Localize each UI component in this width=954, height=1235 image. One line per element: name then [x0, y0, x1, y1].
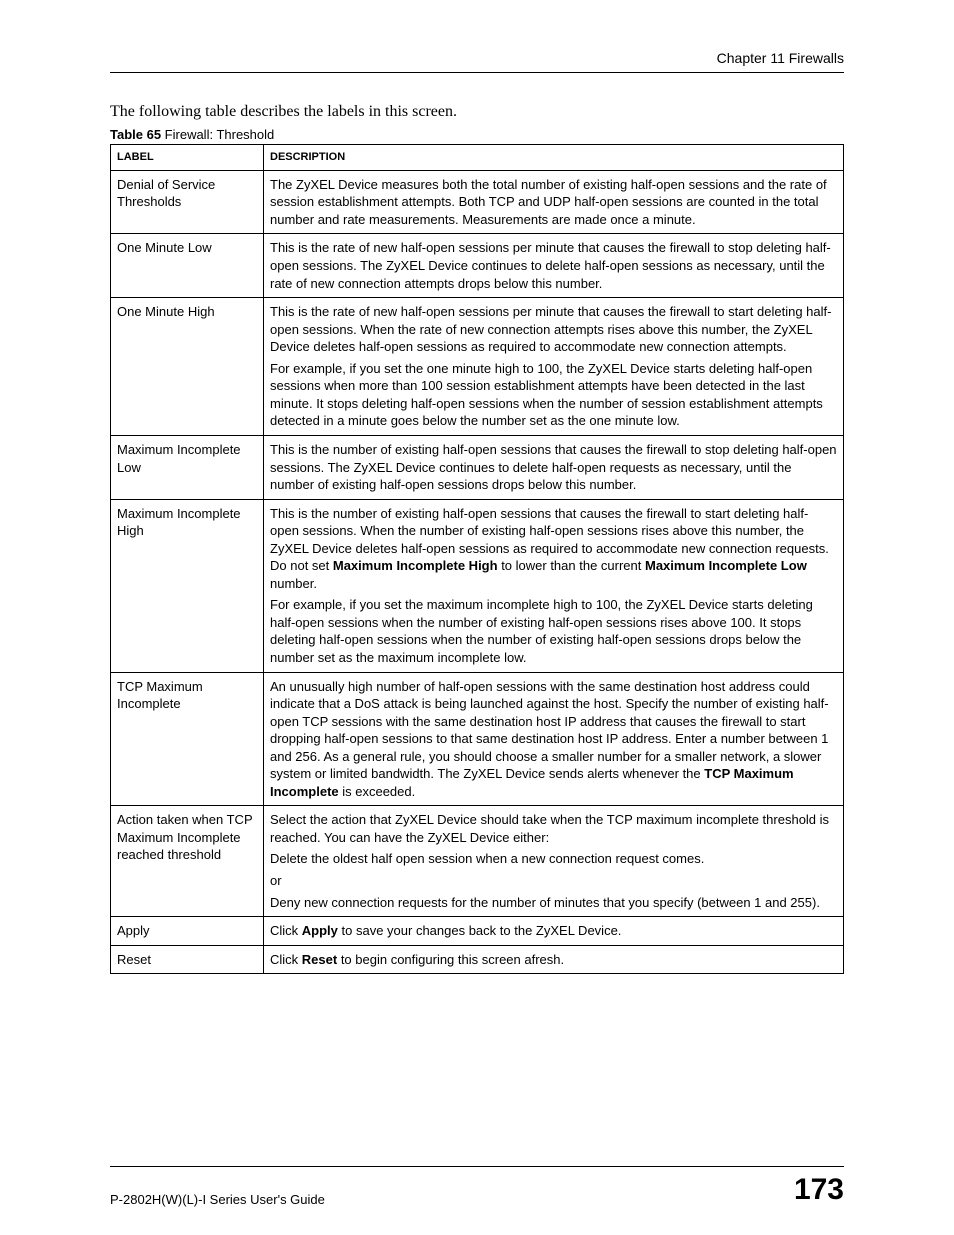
description-text: or — [270, 872, 837, 890]
table-row: Reset Click Reset to begin configuring t… — [111, 945, 844, 974]
row-description: The ZyXEL Device measures both the total… — [264, 170, 844, 234]
row-description: This is the rate of new half-open sessio… — [264, 298, 844, 436]
description-text: The ZyXEL Device measures both the total… — [270, 176, 837, 229]
table-row: One Minute High This is the rate of new … — [111, 298, 844, 436]
footer-page-number: 173 — [794, 1173, 844, 1207]
row-description: This is the rate of new half-open sessio… — [264, 234, 844, 298]
footer-guide-name: P-2802H(W)(L)-I Series User's Guide — [110, 1192, 325, 1207]
table-row: One Minute Low This is the rate of new h… — [111, 234, 844, 298]
text-segment: Click — [270, 952, 302, 967]
text-segment: Click — [270, 923, 302, 938]
bold-term: Reset — [302, 952, 337, 967]
row-label: TCP Maximum Incomplete — [111, 672, 264, 806]
description-text: This is the number of existing half-open… — [270, 505, 837, 593]
firewall-threshold-table: LABEL DESCRIPTION Denial of Service Thre… — [110, 144, 844, 974]
header-label: LABEL — [111, 145, 264, 171]
table-row: TCP Maximum Incomplete An unusually high… — [111, 672, 844, 806]
text-segment: to begin configuring this screen afresh. — [337, 952, 564, 967]
row-description: An unusually high number of half-open se… — [264, 672, 844, 806]
description-text: An unusually high number of half-open se… — [270, 678, 837, 801]
row-description: Click Reset to begin configuring this sc… — [264, 945, 844, 974]
intro-paragraph: The following table describes the labels… — [110, 103, 844, 121]
table-title: Firewall: Threshold — [161, 127, 274, 142]
text-segment: number. — [270, 576, 317, 591]
row-label: Reset — [111, 945, 264, 974]
row-label: Maximum Incomplete Low — [111, 435, 264, 499]
header-description: DESCRIPTION — [264, 145, 844, 171]
row-label: Denial of Service Thresholds — [111, 170, 264, 234]
description-text: For example, if you set the one minute h… — [270, 360, 837, 430]
table-row: Apply Click Apply to save your changes b… — [111, 917, 844, 946]
row-label: Apply — [111, 917, 264, 946]
table-row: Denial of Service Thresholds The ZyXEL D… — [111, 170, 844, 234]
description-text: This is the number of existing half-open… — [270, 441, 837, 494]
row-description: This is the number of existing half-open… — [264, 435, 844, 499]
table-row: Maximum Incomplete High This is the numb… — [111, 499, 844, 672]
description-text: Click Apply to save your changes back to… — [270, 922, 837, 940]
table-row: Maximum Incomplete Low This is the numbe… — [111, 435, 844, 499]
bold-term: Apply — [302, 923, 338, 938]
row-description: This is the number of existing half-open… — [264, 499, 844, 672]
description-text: For example, if you set the maximum inco… — [270, 596, 837, 666]
row-label: Action taken when TCP Maximum Incomplete… — [111, 806, 264, 917]
chapter-title: Chapter 11 Firewalls — [110, 50, 844, 66]
row-description: Click Apply to save your changes back to… — [264, 917, 844, 946]
description-text: Delete the oldest half open session when… — [270, 850, 837, 868]
table-header-row: LABEL DESCRIPTION — [111, 145, 844, 171]
text-segment: to lower than the current — [498, 558, 645, 573]
row-description: Select the action that ZyXEL Device shou… — [264, 806, 844, 917]
description-text: Select the action that ZyXEL Device shou… — [270, 811, 837, 846]
document-page: Chapter 11 Firewalls The following table… — [0, 0, 954, 1235]
page-header: Chapter 11 Firewalls — [110, 50, 844, 73]
description-text: Deny new connection requests for the num… — [270, 894, 837, 912]
bold-term: Maximum Incomplete Low — [645, 558, 807, 573]
row-label: One Minute High — [111, 298, 264, 436]
text-segment: to save your changes back to the ZyXEL D… — [338, 923, 622, 938]
footer-line: P-2802H(W)(L)-I Series User's Guide 173 — [110, 1166, 844, 1207]
description-text: Click Reset to begin configuring this sc… — [270, 951, 837, 969]
table-row: Action taken when TCP Maximum Incomplete… — [111, 806, 844, 917]
description-text: This is the rate of new half-open sessio… — [270, 303, 837, 356]
page-footer: P-2802H(W)(L)-I Series User's Guide 173 — [110, 1166, 844, 1207]
bold-term: Maximum Incomplete High — [333, 558, 498, 573]
text-segment: is exceeded. — [339, 784, 416, 799]
table-number: Table 65 — [110, 127, 161, 142]
table-caption: Table 65 Firewall: Threshold — [110, 127, 844, 142]
row-label: Maximum Incomplete High — [111, 499, 264, 672]
description-text: This is the rate of new half-open sessio… — [270, 239, 837, 292]
row-label: One Minute Low — [111, 234, 264, 298]
